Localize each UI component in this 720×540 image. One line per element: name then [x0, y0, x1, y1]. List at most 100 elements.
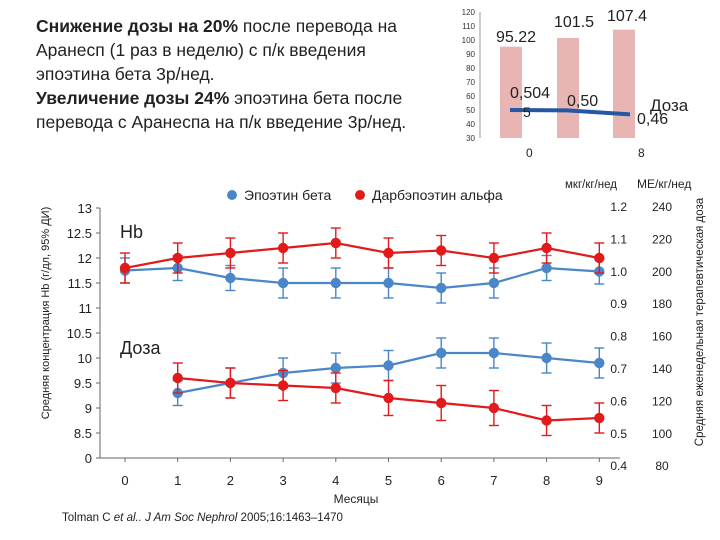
- data-point: [225, 247, 236, 259]
- slide-headline: Снижение дозы на 20% после перевода на А…: [36, 14, 436, 134]
- right-axis-tick-mcg: 0.9: [610, 297, 627, 311]
- data-point: [436, 347, 447, 359]
- citation-journal: . J Am Soc Nephrol: [138, 512, 238, 524]
- right-axis-tick-mcg: 0.5: [610, 427, 627, 441]
- inset-bar-value-label: 107.4: [607, 8, 647, 25]
- inset-y-tick-label: 60: [466, 92, 475, 101]
- series-darbepoetin-hb: [119, 227, 605, 284]
- data-point: [383, 277, 394, 289]
- data-point: [225, 377, 236, 389]
- right-axis-tick-mcg: 1.0: [610, 265, 627, 279]
- annotation-dose: Доза: [120, 338, 161, 358]
- data-point: [277, 242, 289, 254]
- main-x-tick-label: 8: [543, 473, 550, 488]
- inset-bar-value-label: 95.22: [496, 29, 536, 46]
- data-point: [541, 242, 552, 254]
- headline-text-1: после перевода на Аранесп (1 раз в недел…: [36, 16, 398, 84]
- right-axis-tick-iu: 120: [652, 394, 672, 408]
- right-axis-units-mcg: мкг/кг/нед: [565, 179, 617, 191]
- headline-bold-1: Снижение дозы на 20%: [36, 16, 239, 36]
- data-point: [383, 360, 394, 371]
- main-y-tick-label: 10: [78, 351, 92, 366]
- main-x-tick-label: 4: [332, 473, 339, 488]
- data-point: [488, 252, 500, 264]
- data-point: [330, 237, 341, 249]
- main-y-tick-label: 13: [78, 201, 92, 216]
- data-point: [541, 415, 552, 426]
- right-axis-tick-mcg: 1.2: [610, 200, 627, 214]
- inset-dose-line: [509, 108, 631, 117]
- inset-bar: [500, 46, 522, 138]
- data-point: [383, 247, 394, 259]
- inset-y-tick-label: 50: [466, 106, 475, 115]
- data-point: [330, 277, 341, 289]
- main-y-tick-label: 9: [85, 401, 92, 416]
- series-line: [124, 241, 600, 270]
- headline-text-2: эпоэтина бета после перевода с Аранеспа …: [36, 88, 407, 132]
- right-axis-tick-mcg: 0.7: [610, 362, 627, 376]
- right-axis-tick-iu: 160: [652, 330, 672, 344]
- right-axis-tick-iu: 100: [652, 427, 672, 441]
- main-x-tick-label: 1: [174, 473, 181, 488]
- inset-y-tick-label: 110: [462, 22, 475, 31]
- legend-label: Дарбэпоэтин альфа: [372, 187, 503, 203]
- main-y-axis-title: Средняя концентрация Hb (г/дл, 95% ДИ): [40, 207, 52, 420]
- inset-dose-label: 5: [523, 104, 531, 120]
- main-y-tick-label: 11.5: [68, 276, 92, 291]
- main-x-tick-label: 5: [385, 473, 392, 488]
- series-line: [124, 266, 600, 290]
- inset-bar: [557, 37, 579, 138]
- inset-y-tick-label: 100: [462, 36, 476, 45]
- right-axis-tick-mcg: 0.8: [610, 330, 627, 344]
- citation-authors: Tolman C: [62, 512, 114, 524]
- main-y-tick-label: 9.5: [74, 376, 92, 391]
- main-x-tick-label: 6: [438, 473, 445, 488]
- data-point: [488, 402, 500, 414]
- inset-x-label-clipped: 0: [526, 146, 533, 160]
- inset-dose-label: 0,50: [567, 93, 598, 110]
- right-axis-tick-iu: 240: [652, 200, 672, 214]
- data-point: [277, 380, 289, 391]
- legend-marker: [355, 190, 365, 200]
- inset-y-tick-label: 70: [466, 78, 475, 87]
- inset-y-tick-label: 80: [466, 64, 475, 73]
- data-point: [436, 245, 447, 256]
- main-y-tick-label: 10.5: [67, 326, 92, 341]
- annotation-hb: Hb: [120, 222, 143, 242]
- main-y-tick-label: 11: [79, 301, 93, 316]
- right-axis-tick-iu: 180: [652, 297, 672, 311]
- main-y-tick-label: 0: [85, 451, 92, 466]
- right-axis-tick-iu: 220: [652, 232, 672, 246]
- right-axis-units-iu: МЕ/кг/нед: [637, 177, 691, 191]
- inset-y-tick-label: 120: [462, 8, 476, 17]
- right-axis-tick-mcg: 0.4: [610, 459, 627, 473]
- main-x-tick-label: 3: [279, 473, 286, 488]
- data-point: [594, 357, 605, 369]
- inset-x-label-clipped: 8: [638, 146, 645, 160]
- right-axis-tick-iu: 140: [652, 362, 672, 376]
- data-point: [488, 277, 500, 289]
- inset-bar-value-label: 101.5: [554, 14, 594, 31]
- data-point: [541, 352, 552, 364]
- data-point: [436, 282, 447, 294]
- right-axis-tick-mcg: 0.6: [610, 394, 627, 408]
- data-point: [277, 277, 289, 289]
- citation-volume: 2005;16:1463–1470: [237, 512, 343, 524]
- data-point: [594, 412, 605, 424]
- main-y-tick-label: 8.5: [74, 426, 92, 441]
- main-y-tick-label: 12: [78, 251, 92, 266]
- data-point: [172, 252, 183, 264]
- main-y-tick-label: 12.5: [67, 226, 92, 241]
- legend-marker: [227, 190, 237, 200]
- main-x-tick-label: 0: [121, 473, 128, 488]
- main-x-axis-title: Месяцы: [334, 492, 379, 506]
- headline-bold-2: Увеличение дозы 24%: [36, 88, 230, 108]
- data-point: [225, 272, 236, 284]
- data-point: [119, 262, 131, 274]
- legend-label: Эпоэтин бета: [244, 187, 332, 203]
- right-axis-tick-mcg: 1.1: [610, 232, 627, 246]
- series-darbepoetin-dose: [172, 362, 605, 437]
